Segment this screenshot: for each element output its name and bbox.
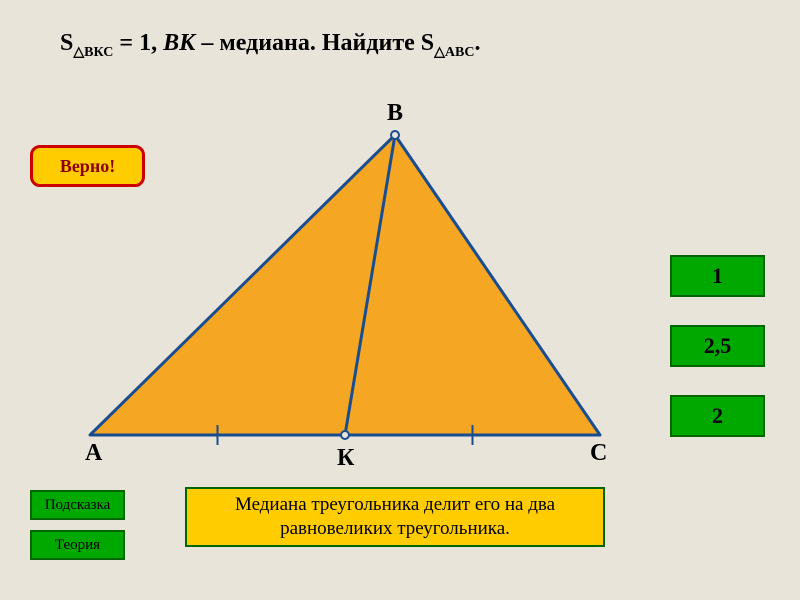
hint-button[interactable]: Подсказка	[30, 490, 125, 520]
label-k: К	[337, 445, 354, 472]
label-b: В	[387, 100, 403, 127]
triangle-abc	[90, 135, 600, 435]
theory-button[interactable]: Теория	[30, 530, 125, 560]
point-k	[341, 431, 349, 439]
label-a: А	[85, 440, 102, 467]
theorem-box: Медиана треугольника делит его на два ра…	[185, 487, 605, 547]
answer-button-2[interactable]: 2,5	[670, 325, 765, 367]
triangle-svg	[80, 85, 640, 485]
answer-button-3[interactable]: 2	[670, 395, 765, 437]
point-b	[391, 131, 399, 139]
answer-button-1[interactable]: 1	[670, 255, 765, 297]
triangle-diagram: А В С К	[80, 85, 640, 490]
label-c: С	[590, 440, 607, 467]
problem-statement: S△ВКС = 1, ВК – медиана. Найдите S△АВС.	[60, 30, 480, 61]
